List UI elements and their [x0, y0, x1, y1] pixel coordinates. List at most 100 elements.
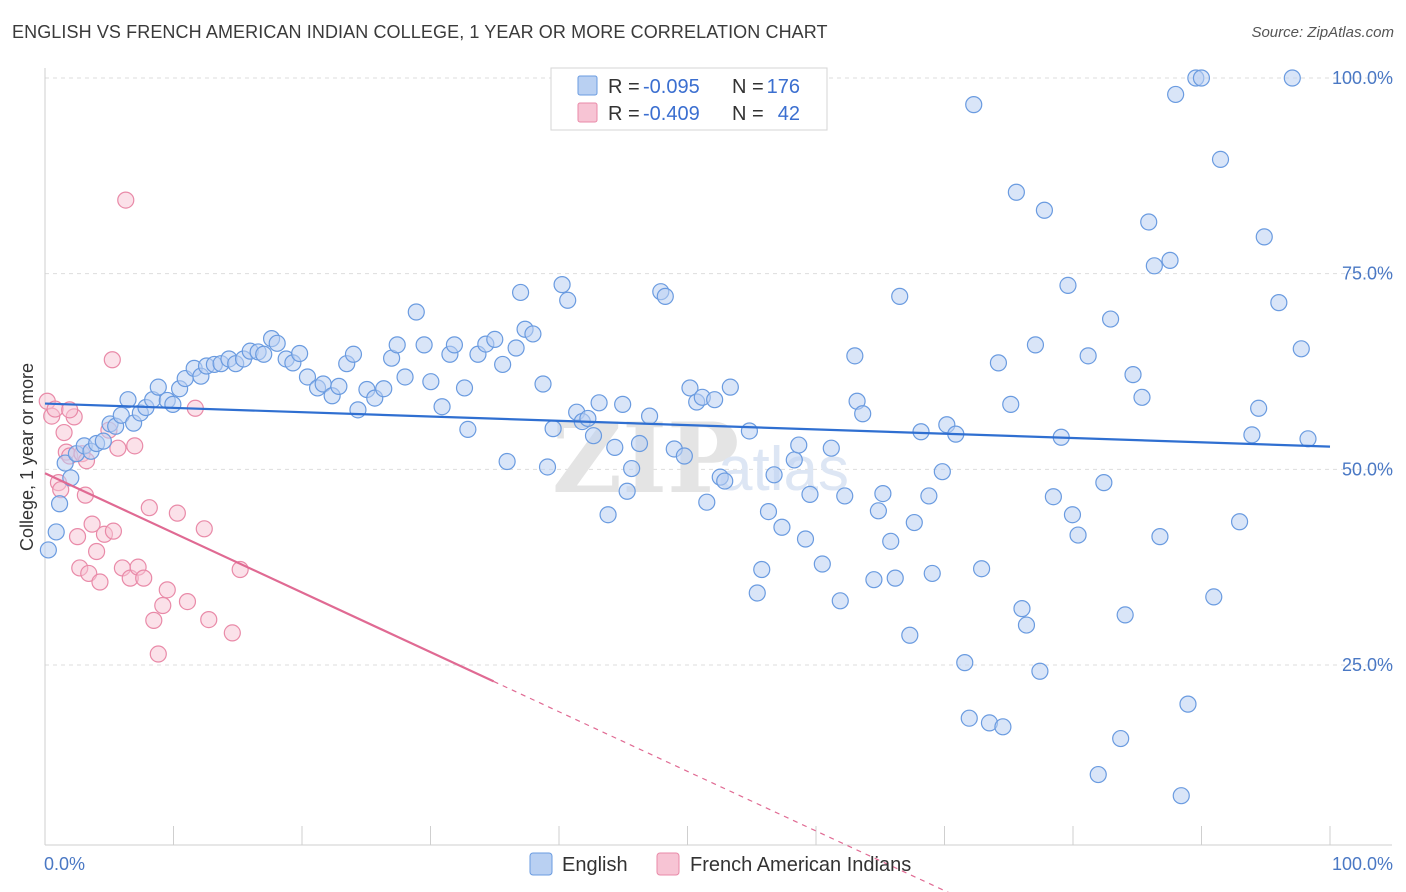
axes [44, 68, 1392, 846]
english-point [291, 344, 309, 363]
english-point [584, 427, 603, 445]
french-point [140, 499, 158, 517]
french-point [68, 528, 87, 546]
english-point [681, 379, 699, 397]
english-point [330, 377, 348, 395]
english-point [956, 654, 974, 672]
english-point [164, 395, 182, 413]
english-point [831, 592, 849, 610]
y-tick-label: 50.0% [1342, 459, 1393, 479]
english-point [1044, 488, 1062, 506]
french-point [117, 191, 135, 209]
english-point [790, 436, 808, 454]
english-point [785, 451, 803, 469]
french-point [168, 504, 186, 522]
bottom-legend-french-label: French American Indians [690, 854, 911, 876]
french-point [55, 423, 73, 442]
english-point [407, 303, 425, 321]
english-point [455, 379, 474, 397]
english-point [1101, 310, 1120, 328]
english-point [972, 560, 991, 578]
english-point [94, 432, 112, 450]
english-point [375, 380, 393, 398]
english-point [706, 391, 724, 409]
legend-french-n-value: 42 [778, 103, 800, 125]
french-point [61, 401, 79, 419]
french-point [109, 439, 127, 457]
french-point [195, 520, 213, 538]
english-point [1161, 251, 1179, 269]
source-label: Source: ZipAtlas.com [1251, 24, 1394, 41]
english-point [415, 336, 433, 354]
bottom-legend: English French American Indians [529, 852, 911, 876]
english-point [923, 564, 941, 583]
english-point [606, 438, 624, 457]
english-point [56, 454, 74, 472]
legend-french-swatch [577, 102, 598, 123]
english-point [507, 339, 525, 357]
english-point [1140, 213, 1158, 231]
french-point [145, 611, 163, 629]
french-point [91, 573, 109, 591]
english-point [1124, 366, 1142, 384]
english-point [1013, 600, 1031, 618]
bottom-legend-french-swatch [656, 852, 680, 876]
english-point [538, 458, 557, 476]
english-point [1250, 399, 1268, 417]
chart-title: ENGLISH VS FRENCH AMERICAN INDIAN COLLEG… [12, 22, 828, 42]
english-point [640, 407, 659, 425]
english-point [698, 493, 716, 511]
english-point [716, 472, 734, 490]
english-point [349, 401, 367, 419]
legend-english-n-value: 176 [767, 76, 800, 98]
english-point [579, 409, 597, 428]
gridlines [45, 77, 1392, 666]
french-point [178, 592, 197, 611]
english-point [298, 368, 317, 386]
tick-labels: 25.0% 50.0% 75.0% 100.0% 0.0% 100.0% [44, 68, 1393, 874]
english-point [1205, 588, 1223, 606]
english-point [486, 330, 504, 349]
legend-english-n-label: N = [732, 76, 764, 98]
english-point [618, 482, 636, 500]
y-tick-label: 25.0% [1342, 655, 1393, 675]
english-point [498, 452, 516, 471]
english-point [846, 347, 864, 365]
english-point [1299, 430, 1317, 448]
series-english [39, 69, 1317, 805]
y-tick-label: 100.0% [1332, 68, 1393, 88]
english-point [740, 422, 759, 440]
english-point [623, 459, 641, 478]
english-point [1017, 616, 1036, 634]
english-point [989, 354, 1008, 372]
bottom-legend-english-label: English [562, 854, 628, 876]
english-point [773, 518, 791, 536]
trend-lines [44, 402, 1331, 892]
english-point [1243, 426, 1261, 444]
english-point [445, 336, 464, 354]
english-point [796, 530, 815, 548]
french-point [83, 515, 101, 533]
english-point [874, 484, 892, 503]
english-point [344, 345, 363, 363]
english-point [614, 395, 632, 413]
english-point [836, 487, 854, 505]
english-point [960, 709, 978, 727]
english-point [933, 463, 951, 481]
english-point [822, 439, 840, 457]
english-point [1059, 276, 1077, 295]
english-point [255, 345, 273, 363]
english-point [433, 398, 451, 416]
english-point [1133, 388, 1151, 406]
bottom-legend-english-swatch [529, 852, 553, 876]
legend-french-r-value: -0.409 [643, 103, 700, 125]
english-point [524, 325, 542, 343]
english-point [994, 718, 1012, 736]
english-point [47, 523, 65, 541]
english-point [1292, 340, 1310, 358]
english-point [1031, 662, 1049, 680]
english-point [869, 502, 888, 520]
y-axis-label: College, 1 year or more [17, 363, 37, 551]
english-point [1270, 294, 1288, 312]
english-point [396, 368, 414, 386]
